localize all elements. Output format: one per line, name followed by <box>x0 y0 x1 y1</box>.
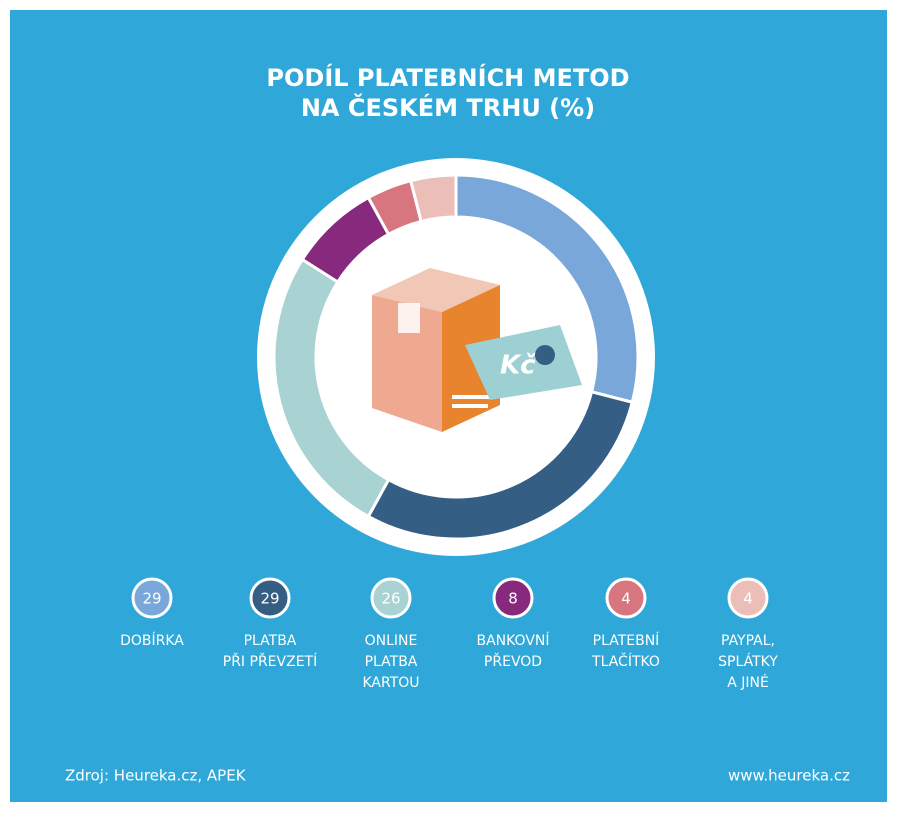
legend-marker <box>727 577 769 619</box>
legend-marker <box>605 577 647 619</box>
box-icon: Kč <box>372 268 582 432</box>
legend: 29 DOBÍRKA 29 PLATBA PŘI PŘEVZETÍ 26 ONLINE PLA… <box>120 577 778 691</box>
legend-label: BANKOVNÍ <box>476 632 549 649</box>
website: www.heureka.cz <box>728 767 850 785</box>
legend-marker <box>131 577 173 619</box>
legend-label: PLATEBNÍ <box>593 632 660 649</box>
legend-label: DOBÍRKA <box>120 632 184 649</box>
legend-label: PLATBA <box>244 633 297 649</box>
value-label: 29 <box>260 590 279 608</box>
donut-segment <box>408 173 458 224</box>
value-label: 29 <box>142 590 161 608</box>
chart-title: NA ČESKÉM TRHU (%) <box>301 92 595 122</box>
legend-label: KARTOU <box>362 675 419 691</box>
legend-label: PAYPAL, <box>721 633 775 649</box>
legend-label: PLATBA <box>365 654 418 670</box>
value-label: 4 <box>621 590 631 608</box>
icon-text: Kč <box>500 351 537 381</box>
legend-label: TLAČÍTKO <box>591 652 660 670</box>
chart-title: PODÍL PLATEBNÍCH METOD <box>266 63 629 92</box>
legend-label: PŘI PŘEVZETÍ <box>223 653 317 670</box>
legend-marker <box>249 577 291 619</box>
value-label: 4 <box>743 590 753 608</box>
legend-label: PŘEVOD <box>484 653 542 670</box>
legend-label: A JINÉ <box>727 674 769 691</box>
legend-label: ONLINE <box>365 633 418 649</box>
donut <box>272 173 640 541</box>
legend-marker <box>370 577 412 619</box>
legend-marker <box>492 577 534 619</box>
value-label: 26 <box>381 590 400 608</box>
legend-label: SPLÁTKY <box>718 653 778 670</box>
source: Zdroj: Heureka.cz, APEK <box>65 767 247 785</box>
value-label: 8 <box>508 590 518 608</box>
